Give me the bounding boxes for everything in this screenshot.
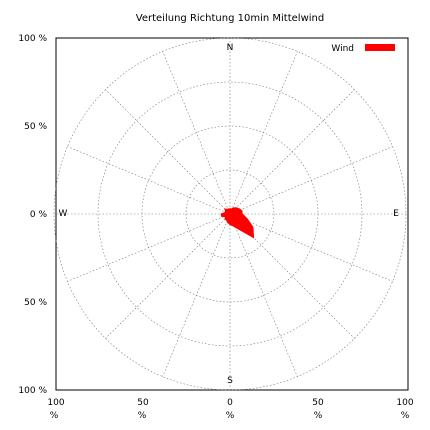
grid-spoke (229, 89, 355, 215)
compass-south-label: S (227, 376, 233, 386)
compass-east-label: E (393, 209, 399, 219)
grid-spoke (162, 213, 231, 377)
x-tick-label: 100 (396, 398, 413, 408)
grid-spoke (67, 213, 231, 282)
polar-grid (53, 37, 407, 391)
y-tick-label: 50 % (24, 122, 47, 132)
grid-spoke (229, 51, 298, 215)
plot-area (220, 207, 255, 239)
legend: Wind (331, 44, 395, 54)
y-tick-label: 50 % (24, 298, 47, 308)
x-tick-unit: % (138, 411, 147, 421)
x-tick-unit: % (401, 411, 410, 421)
chart-title: Verteilung Richtung 10min Mittelwind (136, 13, 324, 24)
y-axis-ticks: 100 % 50 % 0 % 50 % 100 % (18, 34, 47, 396)
grid-spoke (162, 51, 231, 215)
x-tick-unit: % (50, 411, 59, 421)
wind-series-area (220, 207, 255, 239)
x-tick-unit: % (226, 411, 235, 421)
grid-spoke (229, 146, 393, 215)
x-tick-label: 100 (47, 398, 64, 408)
y-tick-label: 0 % (30, 210, 48, 220)
legend-swatch (365, 44, 395, 51)
grid-spoke (105, 213, 231, 339)
x-tick-label: 50 (137, 398, 149, 408)
x-axis-ticks: 100 50 0 50 100 % % % % % (47, 398, 413, 421)
x-tick-label: 0 (227, 398, 233, 408)
compass-north-label: N (227, 43, 234, 53)
legend-label: Wind (331, 44, 354, 54)
grid-ring (185, 169, 275, 259)
x-tick-unit: % (314, 411, 323, 421)
grid-spoke (229, 213, 393, 282)
y-tick-label: 100 % (18, 34, 47, 44)
grid-spoke (105, 89, 231, 215)
grid-spoke (229, 213, 298, 377)
grid-ring (97, 81, 363, 347)
compass-west-label: W (59, 209, 68, 219)
x-tick-label: 50 (312, 398, 324, 408)
y-tick-label: 100 % (18, 386, 47, 396)
grid-spoke (67, 146, 231, 215)
